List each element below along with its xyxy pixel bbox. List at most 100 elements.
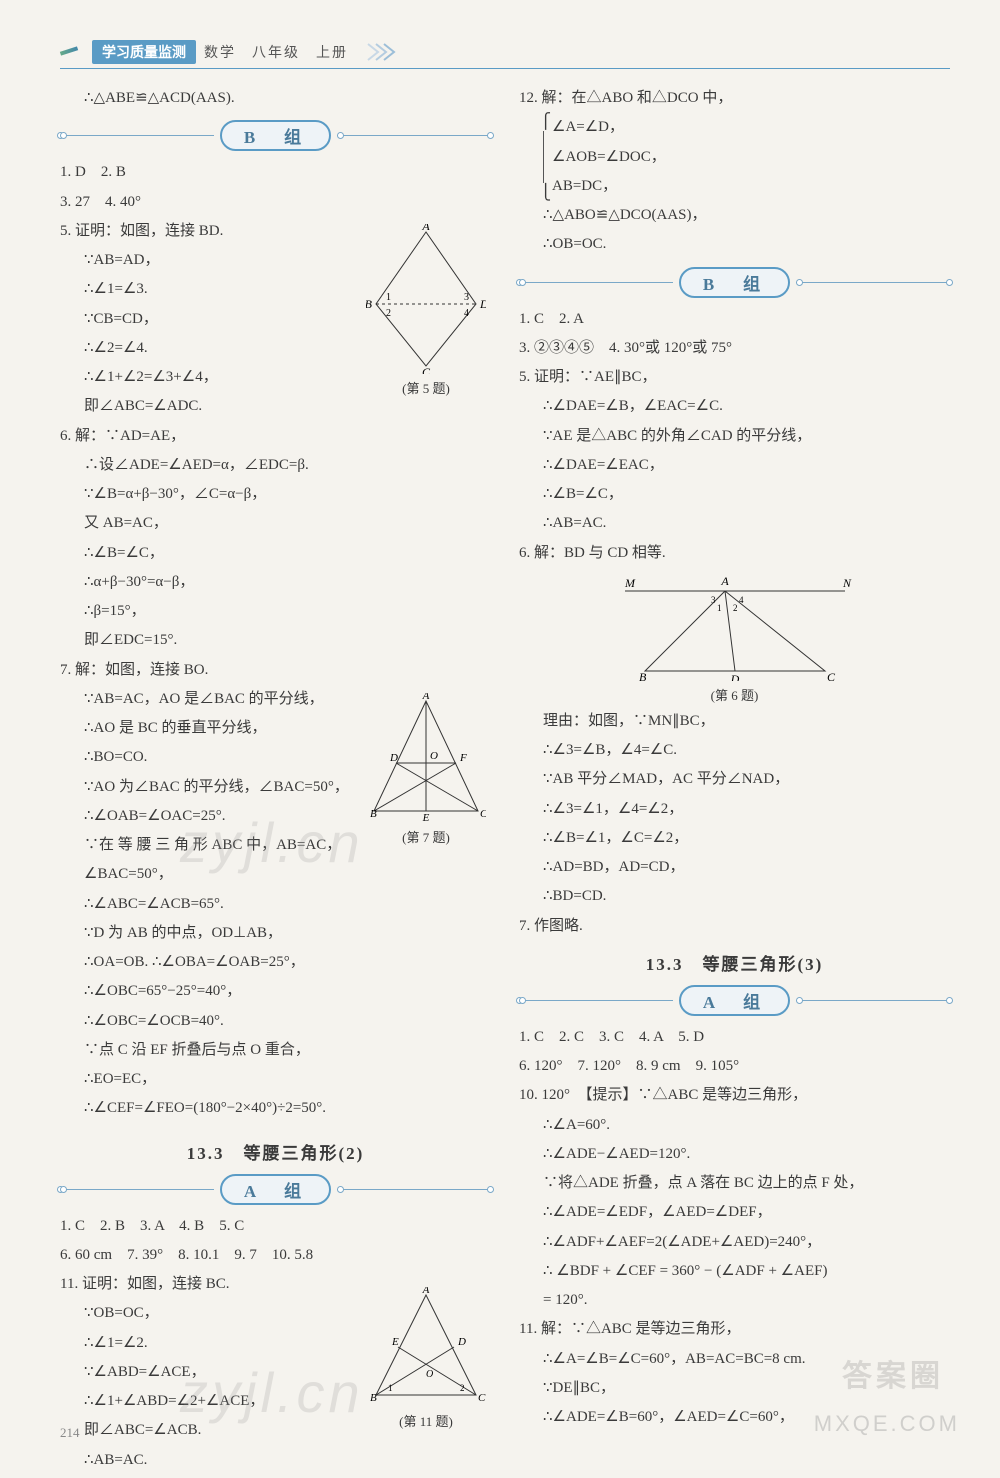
answer-row: 1. C 2. C 3. C 4. A 5. D [519, 1026, 950, 1049]
text-line: ∴△ABE≌△ACD(AAS). [60, 87, 491, 110]
triangle-diagram-2: A B C E D O 1 2 [366, 1287, 486, 1407]
rhombus-diagram: A B D C 1 2 3 4 [366, 224, 486, 374]
svg-text:A: A [422, 693, 430, 702]
text-line: ∴β=15°， [60, 600, 491, 623]
svg-text:A: A [421, 224, 430, 233]
watermark-url: MXQE.COM [814, 1411, 960, 1437]
left-column: ∴△ABE≌△ACD(AAS). B 组 1. D 2. B 3. 27 4. … [60, 87, 491, 1478]
svg-text:1: 1 [386, 292, 391, 303]
answer-row: 1. C 2. A [519, 308, 950, 331]
text-line: ∠BAC=50°， [60, 863, 491, 886]
svg-text:M: M [624, 576, 636, 590]
text-line: = 120°. [519, 1289, 950, 1312]
text-line: 7. 解：如图，连接 BO. [60, 659, 491, 682]
text-line: ∴AB=AC. [519, 512, 950, 535]
figure-caption: (第 5 题) [361, 378, 491, 397]
text-line: ∴设∠ADE=∠AED=α，∠EDC=β. [60, 454, 491, 477]
answer-row: 6. 60 cm 7. 39° 8. 10.1 9. 7 10. 5.8 [60, 1244, 491, 1267]
text-line: 5. 证明：∵AE∥BC， [519, 366, 950, 389]
chevrons-icon [366, 42, 406, 62]
svg-text:N: N [842, 576, 852, 590]
svg-text:C: C [480, 808, 486, 820]
header-badge: 学习质量监测 [92, 40, 196, 64]
svg-text:B: B [370, 1392, 377, 1404]
right-column: 12. 解：在△ABO 和△DCO 中， ∠A=∠D， ∠AOB=∠DOC， A… [519, 87, 950, 1478]
answer-row: 3. ②③④⑤ 4. 30°或 120°或 75° [519, 337, 950, 360]
q5-block: A B D C 1 2 3 4 (第 5 题) 5. 证明：如图，连接 BD. … [60, 220, 491, 425]
text-line: ∴∠ABC=∠ACB=65°. [60, 893, 491, 916]
text-line: ∴∠B=∠C， [60, 542, 491, 565]
svg-text:D: D [457, 1336, 466, 1348]
text-line: ∴OB=OC. [519, 233, 950, 256]
text-line: ∴△ABO≌△DCO(AAS)， [519, 204, 950, 227]
section-heading: 13.3 等腰三角形(2) [60, 1139, 491, 1164]
triangle-diagram: A B C D F O E [366, 693, 486, 823]
answer-row: 1. C 2. B 3. A 4. B 5. C [60, 1215, 491, 1238]
svg-text:C: C [827, 670, 836, 681]
figure-caption: (第 7 题) [361, 827, 491, 846]
text-line: ∴∠B=∠1，∠C=∠2， [519, 827, 950, 850]
text-line: 11. 解：∵△ABC 是等边三角形， [519, 1318, 950, 1341]
svg-text:A: A [422, 1287, 430, 1296]
svg-text:D: D [389, 752, 398, 764]
text-line: ∴∠CEF=∠FEO=(180°−2×40°)÷2=50°. [60, 1097, 491, 1120]
svg-text:3: 3 [464, 292, 469, 303]
svg-text:E: E [422, 812, 430, 823]
text-line: ∴AD=BD，AD=CD， [519, 856, 950, 879]
svg-text:F: F [459, 752, 467, 764]
text-line: 即∠EDC=15°. [60, 629, 491, 652]
page-number: 214 [60, 1425, 80, 1441]
text-line: ∴α+β−30°=α−β， [60, 571, 491, 594]
text-line: ∠AOB=∠DOC， [552, 146, 950, 169]
text-line: ∵将△ADE 折叠，点 A 落在 BC 边上的点 F 处， [519, 1172, 950, 1195]
svg-text:B: B [370, 808, 377, 820]
svg-text:3: 3 [711, 595, 716, 605]
q11-block: A B C E D O 1 2 (第 11 题) 11. 证明：如图，连接 BC… [60, 1273, 491, 1478]
text-line: ∴∠ADF+∠AEF=2(∠ADE+∠AED)=240°， [519, 1231, 950, 1254]
text-line: ∵AE 是△ABC 的外角∠CAD 的平分线， [519, 425, 950, 448]
group-divider-b: B 组 [60, 120, 491, 151]
text-line: 6. 解：BD 与 CD 相等. [519, 542, 950, 565]
text-line: 6. 解：∵AD=AE， [60, 425, 491, 448]
figure-caption: (第 6 题) [519, 685, 950, 704]
text-line: ∴∠A=60°. [519, 1114, 950, 1137]
group-label: A 组 [220, 1174, 331, 1205]
svg-text:O: O [426, 1369, 433, 1380]
group-label: B 组 [220, 120, 331, 151]
text-line: ∴∠ADE−∠AED=120°. [519, 1143, 950, 1166]
figure-q5: A B D C 1 2 3 4 (第 5 题) [361, 220, 491, 397]
answer-row: 3. 27 4. 40° [60, 191, 491, 214]
text-line: 7. 作图略. [519, 915, 950, 938]
text-line: ∴ ∠BDF + ∠CEF = 360° − (∠ADF + ∠AEF) [519, 1260, 950, 1283]
text-line: ∴∠3=∠1，∠4=∠2， [519, 798, 950, 821]
group-divider-a: A 组 [60, 1174, 491, 1205]
group-divider-b: B 组 [519, 267, 950, 298]
section-heading: 13.3 等腰三角形(3) [519, 950, 950, 975]
svg-text:C: C [422, 365, 431, 374]
svg-text:B: B [639, 670, 647, 681]
text-line: ∵AB 平分∠MAD，AC 平分∠NAD， [519, 768, 950, 791]
text-line: 即∠ABC=∠ADC. [60, 395, 491, 418]
svg-text:D: D [729, 672, 739, 681]
text-line: ∠A=∠D， [552, 116, 950, 139]
figure-q6: M N A B C D 3 1 2 4 (第 6 题) [519, 571, 950, 704]
q7-block: A B C D F O E (第 7 题) 7. 解：如图，连接 BO. ∵AB… [60, 659, 491, 1127]
group-label: A 组 [679, 985, 790, 1016]
text-line: ∴BD=CD. [519, 885, 950, 908]
text-line: ∴∠3=∠B，∠4=∠C. [519, 739, 950, 762]
svg-text:D: D [479, 297, 486, 311]
text-line: ∴∠DAE=∠B，∠EAC=∠C. [519, 395, 950, 418]
figure-q7: A B C D F O E (第 7 题) [361, 689, 491, 846]
triangle-mn-diagram: M N A B C D 3 1 2 4 [615, 571, 855, 681]
page-header: 学习质量监测 数学 八年级 上册 [60, 40, 950, 69]
svg-text:2: 2 [733, 603, 738, 613]
text-line: ∵D 为 AB 的中点，OD⊥AB， [60, 922, 491, 945]
svg-text:1: 1 [717, 603, 722, 613]
svg-text:A: A [720, 574, 729, 588]
figure-q11: A B C E D O 1 2 (第 11 题) [361, 1283, 491, 1430]
svg-text:1: 1 [388, 1383, 393, 1393]
text-line: ∴OA=OB. ∴∠OBA=∠OAB=25°， [60, 951, 491, 974]
two-column-layout: ∴△ABE≌△ACD(AAS). B 组 1. D 2. B 3. 27 4. … [60, 87, 950, 1478]
text-line: AB=DC， [552, 175, 950, 198]
figure-caption: (第 11 题) [361, 1411, 491, 1430]
